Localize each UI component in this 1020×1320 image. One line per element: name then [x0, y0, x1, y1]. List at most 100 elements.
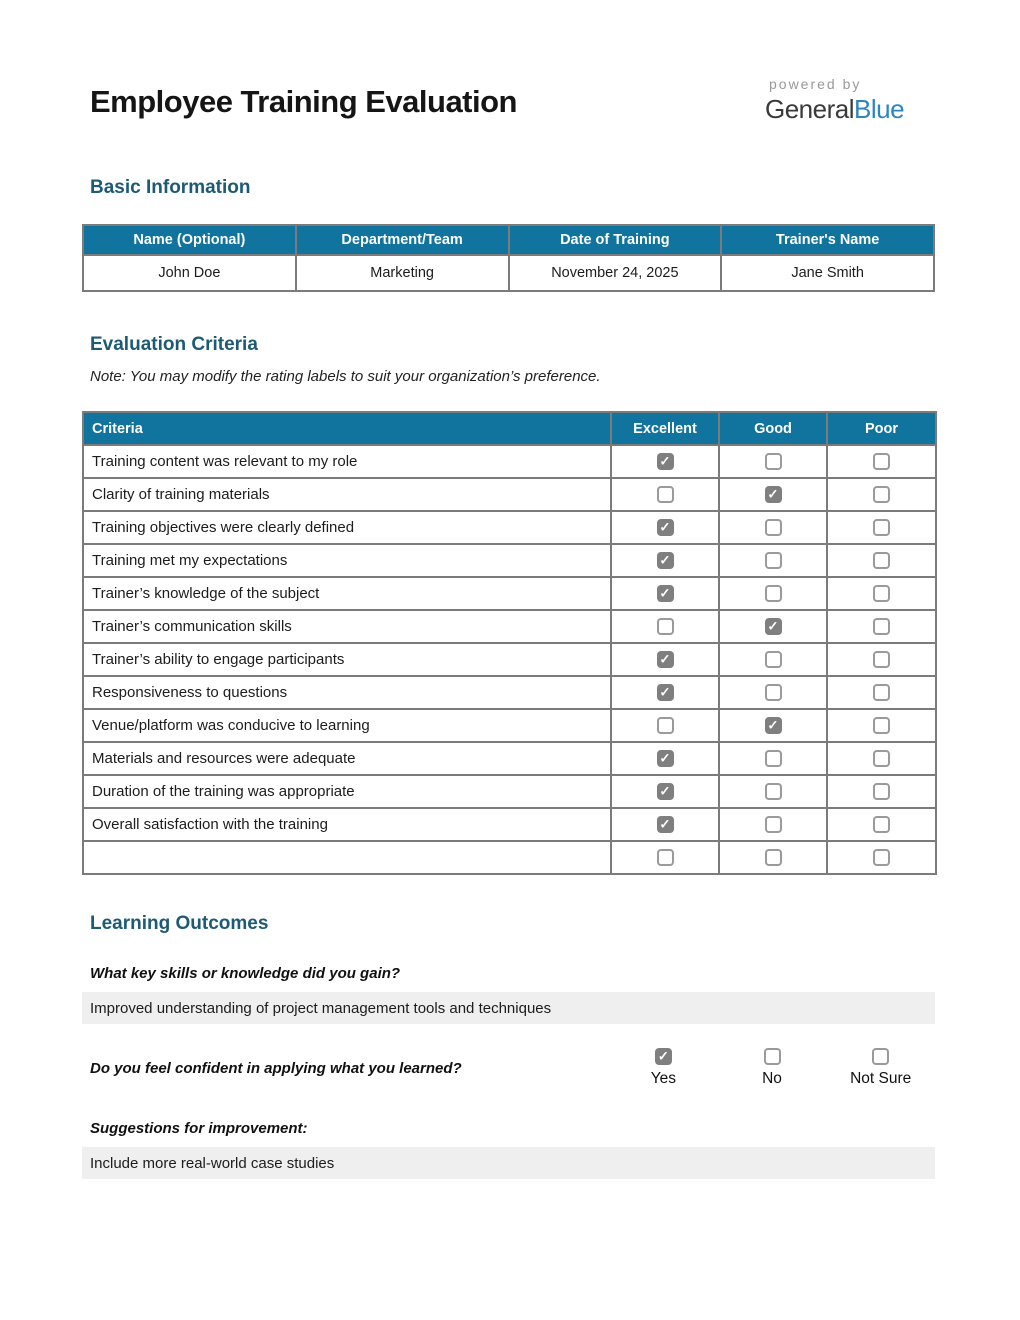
- confidence-question-row: Do you feel confident in applying what y…: [82, 1048, 935, 1098]
- evaluation-criteria-heading: Evaluation Criteria: [90, 334, 258, 355]
- rating-cell-excellent: [610, 609, 720, 644]
- checkbox-good[interactable]: [764, 585, 782, 603]
- rating-cell-good: [718, 477, 828, 512]
- rating-cell-poor: [826, 840, 937, 875]
- confidence-option-label: Yes: [650, 1070, 676, 1087]
- criteria-table-body: Training content was relevant to my role…: [82, 444, 937, 875]
- checkbox-not-sure[interactable]: [872, 1048, 890, 1066]
- checkbox-excellent-checked[interactable]: [656, 750, 674, 768]
- confidence-option-label: No: [762, 1070, 782, 1087]
- rating-cell-poor: [826, 477, 937, 512]
- column-header-excellent: Excellent: [610, 411, 720, 446]
- checkbox-excellent-checked[interactable]: [656, 585, 674, 603]
- column-header-poor: Poor: [826, 411, 937, 446]
- criteria-row: Overall satisfaction with the training: [82, 807, 937, 842]
- document-page: Employee Training Evaluation powered by …: [0, 0, 1020, 1179]
- checkbox-excellent-checked[interactable]: [656, 816, 674, 834]
- checkbox-excellent-checked[interactable]: [656, 783, 674, 801]
- criteria-row: Trainer’s communication skills: [82, 609, 937, 644]
- rating-cell-good: [718, 675, 828, 710]
- rating-cell-poor: [826, 444, 937, 479]
- powered-by-text: powered by: [769, 76, 862, 92]
- checkbox-poor[interactable]: [873, 618, 890, 636]
- rating-cell-poor: [826, 543, 937, 578]
- trainer-name-field[interactable]: Jane Smith: [720, 254, 935, 292]
- suggestions-answer-field[interactable]: Include more real-world case studies: [82, 1147, 935, 1179]
- rating-cell-good: [718, 444, 828, 479]
- column-header-criteria: Criteria: [82, 411, 612, 446]
- rating-cell-excellent: [610, 774, 720, 809]
- rating-cell-excellent: [610, 675, 720, 710]
- rating-cell-excellent: [610, 576, 720, 611]
- learning-outcomes-heading: Learning Outcomes: [90, 913, 269, 934]
- skills-question: What key skills or knowledge did you gai…: [90, 965, 401, 982]
- checkbox-excellent-checked[interactable]: [656, 453, 674, 471]
- checkbox-good-checked[interactable]: [764, 717, 782, 735]
- criteria-header-row: Criteria Excellent Good Poor: [82, 411, 937, 446]
- checkbox-yes-checked[interactable]: [654, 1048, 672, 1066]
- checkbox-excellent[interactable]: [656, 849, 674, 867]
- checkbox-poor[interactable]: [873, 717, 890, 735]
- checkbox-excellent[interactable]: [656, 486, 674, 504]
- criteria-label: Trainer’s communication skills: [82, 609, 612, 644]
- criteria-row: Responsiveness to questions: [82, 675, 937, 710]
- checkbox-good[interactable]: [764, 816, 782, 834]
- checkbox-excellent[interactable]: [656, 717, 674, 735]
- criteria-label: Trainer’s ability to engage participants: [82, 642, 612, 677]
- checkbox-poor[interactable]: [873, 552, 890, 570]
- checkbox-excellent-checked[interactable]: [656, 651, 674, 669]
- checkbox-poor[interactable]: [873, 453, 890, 471]
- rating-cell-good: [718, 741, 828, 776]
- rating-cell-excellent: [610, 840, 720, 875]
- checkbox-poor[interactable]: [873, 849, 890, 867]
- basic-information-table: Name (Optional) Department/Team Date of …: [82, 224, 935, 292]
- date-of-training-field[interactable]: November 24, 2025: [507, 254, 723, 292]
- checkbox-excellent-checked[interactable]: [656, 684, 674, 702]
- checkbox-good[interactable]: [764, 651, 782, 669]
- checkbox-good[interactable]: [764, 519, 782, 537]
- basic-information-heading: Basic Information: [90, 177, 251, 198]
- logo-blue-text: Blue: [854, 94, 905, 124]
- rating-cell-poor: [826, 510, 937, 545]
- checkbox-poor[interactable]: [873, 816, 890, 834]
- checkbox-good-checked[interactable]: [764, 618, 782, 636]
- checkbox-excellent-checked[interactable]: [656, 519, 674, 537]
- checkbox-good[interactable]: [764, 453, 782, 471]
- checkbox-poor[interactable]: [873, 486, 890, 504]
- checkbox-poor[interactable]: [873, 585, 890, 603]
- checkbox-no[interactable]: [763, 1048, 781, 1066]
- checkbox-good[interactable]: [764, 849, 782, 867]
- basic-info-header-row: Name (Optional) Department/Team Date of …: [82, 224, 935, 256]
- checkbox-good[interactable]: [764, 684, 782, 702]
- column-header-name-optional: Name (Optional): [82, 224, 297, 256]
- criteria-label: Responsiveness to questions: [82, 675, 612, 710]
- skills-answer-field[interactable]: Improved understanding of project manage…: [82, 992, 935, 1024]
- checkbox-good-checked[interactable]: [764, 486, 782, 504]
- rating-cell-poor: [826, 708, 937, 743]
- department-field[interactable]: Marketing: [294, 254, 510, 292]
- criteria-label: Clarity of training materials: [82, 477, 612, 512]
- name-field[interactable]: John Doe: [82, 254, 297, 292]
- checkbox-poor[interactable]: [873, 519, 890, 537]
- column-header-department-team: Department/Team: [294, 224, 510, 256]
- rating-cell-excellent: [610, 642, 720, 677]
- checkbox-poor[interactable]: [873, 783, 890, 801]
- checkbox-poor[interactable]: [873, 684, 890, 702]
- rating-cell-good: [718, 708, 828, 743]
- criteria-row: Trainer’s knowledge of the subject: [82, 576, 937, 611]
- criteria-label: Trainer’s knowledge of the subject: [82, 576, 612, 611]
- checkbox-poor[interactable]: [873, 750, 890, 768]
- criteria-label: [82, 840, 612, 875]
- checkbox-good[interactable]: [764, 552, 782, 570]
- suggestions-question: Suggestions for improvement:: [90, 1120, 308, 1137]
- checkbox-excellent-checked[interactable]: [656, 552, 674, 570]
- checkbox-excellent[interactable]: [656, 618, 674, 636]
- logo-general-text: General: [765, 94, 855, 124]
- checkbox-poor[interactable]: [873, 651, 890, 669]
- criteria-row: Trainer’s ability to engage participants: [82, 642, 937, 677]
- checkbox-good[interactable]: [764, 783, 782, 801]
- rating-cell-good: [718, 576, 828, 611]
- checkbox-good[interactable]: [764, 750, 782, 768]
- criteria-row: Training content was relevant to my role: [82, 444, 937, 479]
- criteria-label: Training met my expectations: [82, 543, 612, 578]
